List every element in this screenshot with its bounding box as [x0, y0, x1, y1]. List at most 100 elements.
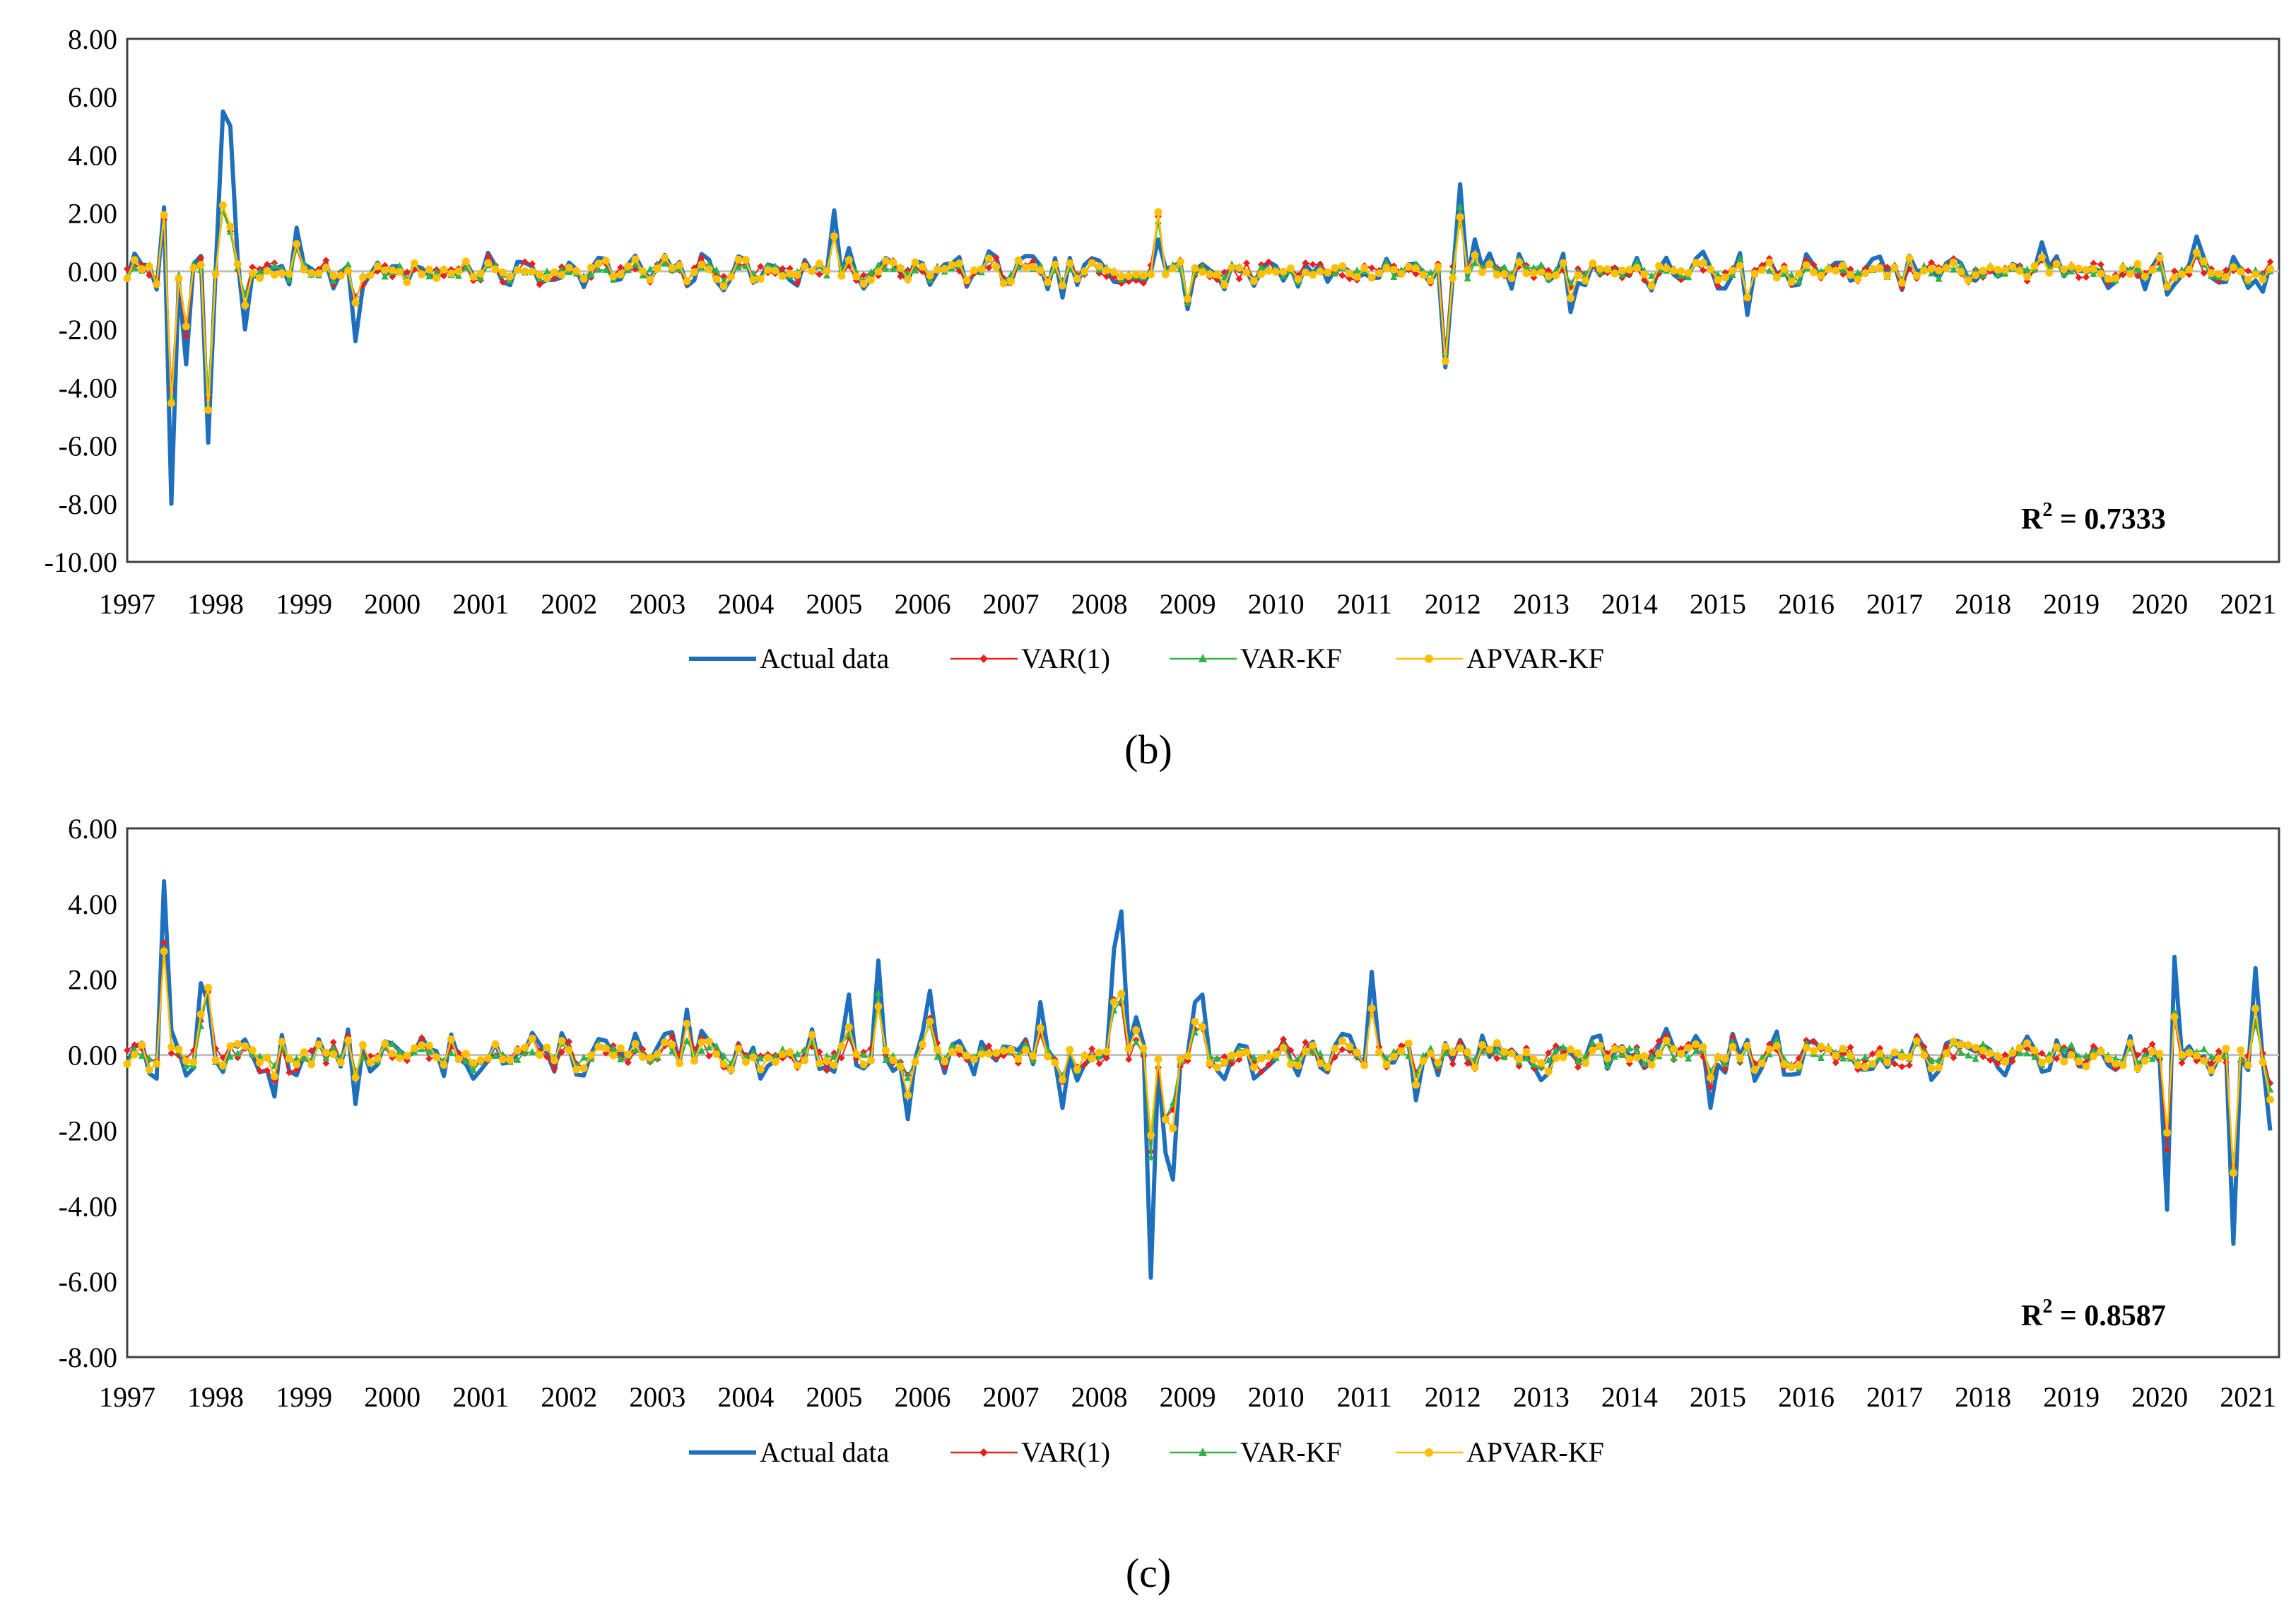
- x-tick-label: 2012: [1425, 588, 1481, 620]
- var1-point: [1412, 270, 1420, 278]
- var1-point: [565, 1038, 573, 1045]
- apvar-kf-point: [1669, 266, 1678, 275]
- x-tick-label: 2007: [983, 588, 1040, 620]
- var1-point: [1081, 1061, 1088, 1069]
- apvar-kf-point: [270, 1072, 278, 1081]
- var-kf-point: [772, 1052, 779, 1060]
- apvar-kf-point: [823, 267, 831, 276]
- apvar-kf-point: [1301, 268, 1309, 276]
- apvar-kf-point: [300, 1048, 308, 1057]
- apvar-kf-point: [322, 1048, 330, 1057]
- apvar-kf-point: [926, 1017, 934, 1026]
- var-kf-point: [543, 267, 551, 275]
- apvar-kf-point: [2185, 265, 2194, 274]
- var-kf-point: [1861, 1052, 1869, 1060]
- apvar-kf-point: [1485, 260, 1494, 269]
- var-kf-point: [1972, 1055, 1979, 1062]
- apvar-kf-point: [1081, 267, 1089, 276]
- apvar-kf-point: [1301, 1047, 1309, 1055]
- legend-b: Actual data VAR(1) VAR-KF APVAR-KF: [689, 642, 1604, 674]
- apvar-kf-point: [1632, 264, 1641, 272]
- var1-point: [322, 1060, 330, 1067]
- var1-point: [697, 254, 705, 262]
- apvar-kf-point: [1228, 1051, 1236, 1060]
- apvar-kf-point: [962, 1052, 971, 1060]
- apvar-kf-point: [388, 266, 396, 274]
- x-tick-label: 2014: [1601, 588, 1658, 620]
- apvar-kf-point: [1721, 1055, 1729, 1063]
- var1-point: [1868, 1050, 1876, 1058]
- var-kf-point: [1640, 1060, 1648, 1067]
- apvar-kf-point: [1832, 1051, 1840, 1060]
- apvar-kf-point: [153, 1060, 161, 1068]
- apvar-kf-point: [852, 1050, 861, 1058]
- var1-point: [1029, 257, 1037, 265]
- apvar-kf-point: [1986, 1049, 1994, 1057]
- var1-point: [1847, 1043, 1854, 1051]
- var-kf-point: [874, 989, 882, 997]
- y-tick-label: 2.00: [68, 964, 117, 996]
- apvar-kf-point: [1389, 266, 1398, 274]
- var-kf-point: [1633, 257, 1641, 265]
- apvar-kf-point: [1228, 264, 1236, 272]
- x-tick-label: 2002: [541, 588, 597, 620]
- var-kf-point: [1692, 1047, 1700, 1055]
- apvar-kf-point: [1154, 1055, 1162, 1063]
- apvar-kf-point: [418, 270, 426, 278]
- apvar-kf-point: [2259, 1058, 2267, 1067]
- apvar-kf-point: [911, 1057, 919, 1066]
- var1-point: [1810, 1038, 1818, 1046]
- var1-point: [543, 1053, 551, 1061]
- apvar-kf-point: [1014, 1055, 1023, 1063]
- apvar-kf-point: [2200, 257, 2208, 266]
- x-tick-label: 2003: [629, 1381, 685, 1413]
- apvar-kf-point: [984, 1050, 993, 1058]
- y-tick-label: -2.00: [59, 1115, 117, 1146]
- apvar-kf-point: [1772, 274, 1781, 282]
- apvar-kf-point: [145, 262, 153, 271]
- apvar-kf-point: [1942, 264, 1950, 272]
- apvar-kf-line: [126, 204, 2271, 411]
- plot-frame-b: [126, 37, 2280, 563]
- apvar-kf-point: [241, 301, 249, 310]
- apvar-kf-point: [1949, 1038, 1958, 1046]
- apvar-kf-point: [1655, 1049, 1664, 1057]
- var-kf-point: [1765, 1050, 1773, 1057]
- apvar-kf-point: [454, 1055, 463, 1064]
- apvar-kf-point: [469, 273, 478, 281]
- apvar-kf-point: [2133, 259, 2142, 268]
- apvar-kf-point: [631, 255, 640, 264]
- apvar-kf-point: [1139, 1044, 1148, 1052]
- apvar-kf-point: [852, 272, 861, 281]
- apvar-kf-point: [867, 1056, 876, 1064]
- var-kf-point: [1213, 1054, 1221, 1062]
- apvar-kf-point: [1014, 256, 1023, 264]
- var-kf-point: [1022, 1040, 1030, 1047]
- var-kf-point: [1979, 271, 1987, 279]
- var1-point: [1714, 282, 1721, 290]
- var-kf-point: [469, 1066, 477, 1074]
- apvar-kf-point: [1198, 1023, 1206, 1031]
- apvar-kf-point: [683, 277, 691, 286]
- apvar-kf-point: [469, 1059, 478, 1067]
- apvar-kf-point: [1109, 268, 1118, 276]
- x-tick-label: 2004: [717, 1381, 774, 1413]
- var-kf-point: [1420, 1052, 1427, 1060]
- x-tick-label: 2021: [2220, 1381, 2276, 1413]
- apvar-kf-point: [1338, 1037, 1346, 1045]
- apvar-kf-point: [697, 1038, 706, 1047]
- apvar-kf-point: [1890, 263, 1899, 271]
- apvar-kf-point: [1036, 266, 1044, 274]
- apvar-kf-point: [1544, 1067, 1553, 1076]
- x-tick-label: 2008: [1071, 1381, 1128, 1413]
- y-tick-label: 6.00: [68, 81, 117, 113]
- var-kf-point: [712, 1042, 720, 1050]
- var1-point: [669, 1033, 676, 1040]
- apvar-kf-point: [1367, 1004, 1376, 1013]
- apvar-kf-point: [1957, 267, 1965, 276]
- var1-point: [1839, 1050, 1847, 1058]
- legend-label: APVAR-KF: [1466, 642, 1604, 674]
- apvar-kf-point: [1559, 1053, 1567, 1062]
- apvar-kf-point: [418, 1041, 426, 1050]
- apvar-kf-point: [1132, 270, 1141, 278]
